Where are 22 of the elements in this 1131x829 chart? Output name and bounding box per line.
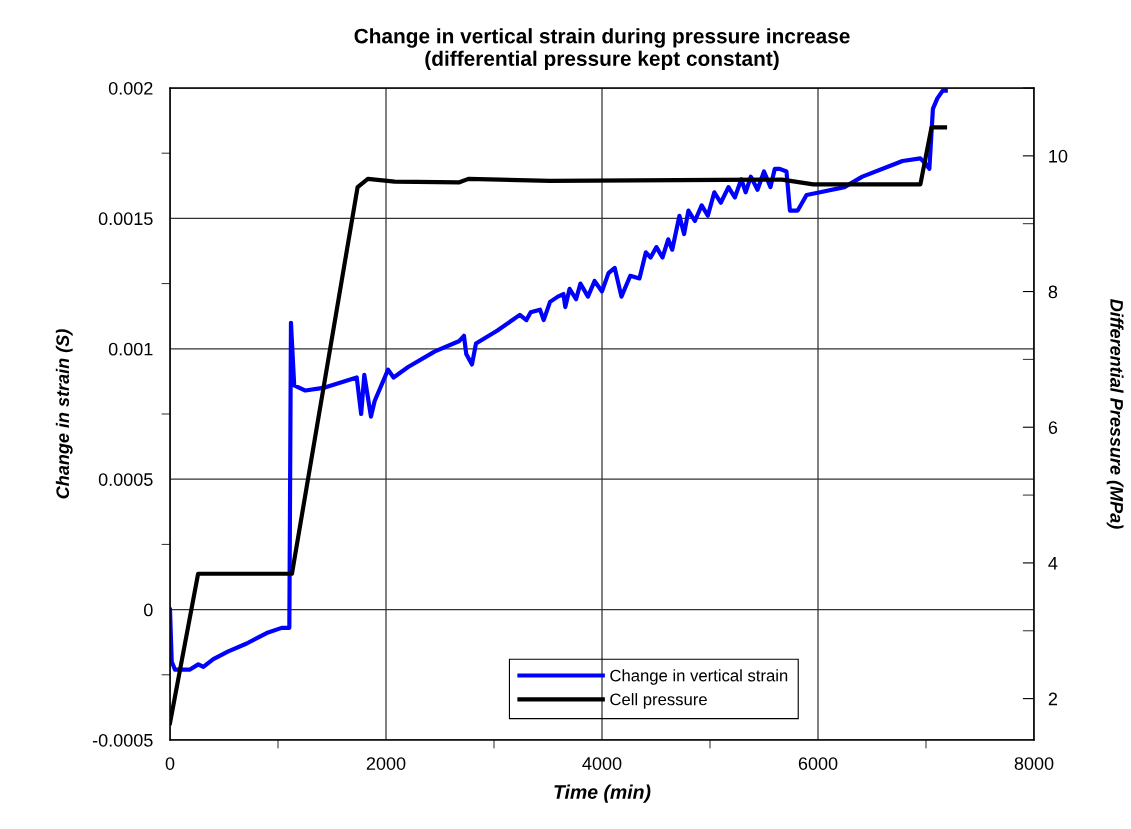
y2-tick-label: 6 [1048,421,1058,434]
y-tick-label: 0.0005 [98,473,153,486]
chart-title: Change in vertical strain during pressure increase (differential pressure kept constant) [354,28,850,71]
x-axis-title: Time (min) [554,784,651,803]
legend-label: Cell pressure [610,693,707,709]
legend-label: Change in vertical strain [610,669,788,685]
y2-tick-label: 8 [1048,285,1058,299]
y-tick-label: 0.002 [108,81,153,95]
x-tick-label: 2000 [366,757,406,770]
y-tick-label: 0.0015 [98,212,153,226]
y-axis-title: Change in strain (S) [55,329,73,499]
x-tick-label: 0 [165,757,175,770]
x-tick-label: 4000 [582,757,622,770]
y-tick-label: 0.001 [108,342,153,356]
y2-axis-title: Differential Pressure (MPa) [1106,299,1124,529]
y-tick-label: -0.0005 [92,733,153,747]
x-tick-label: 6000 [798,757,838,770]
y2-tick-label: 4 [1048,557,1058,570]
y2-tick-label: 10 [1049,149,1068,163]
y2-tick-label: 2 [1048,692,1058,706]
y-tick-label: 0 [144,603,153,617]
x-tick-label: 8000 [1014,757,1054,770]
